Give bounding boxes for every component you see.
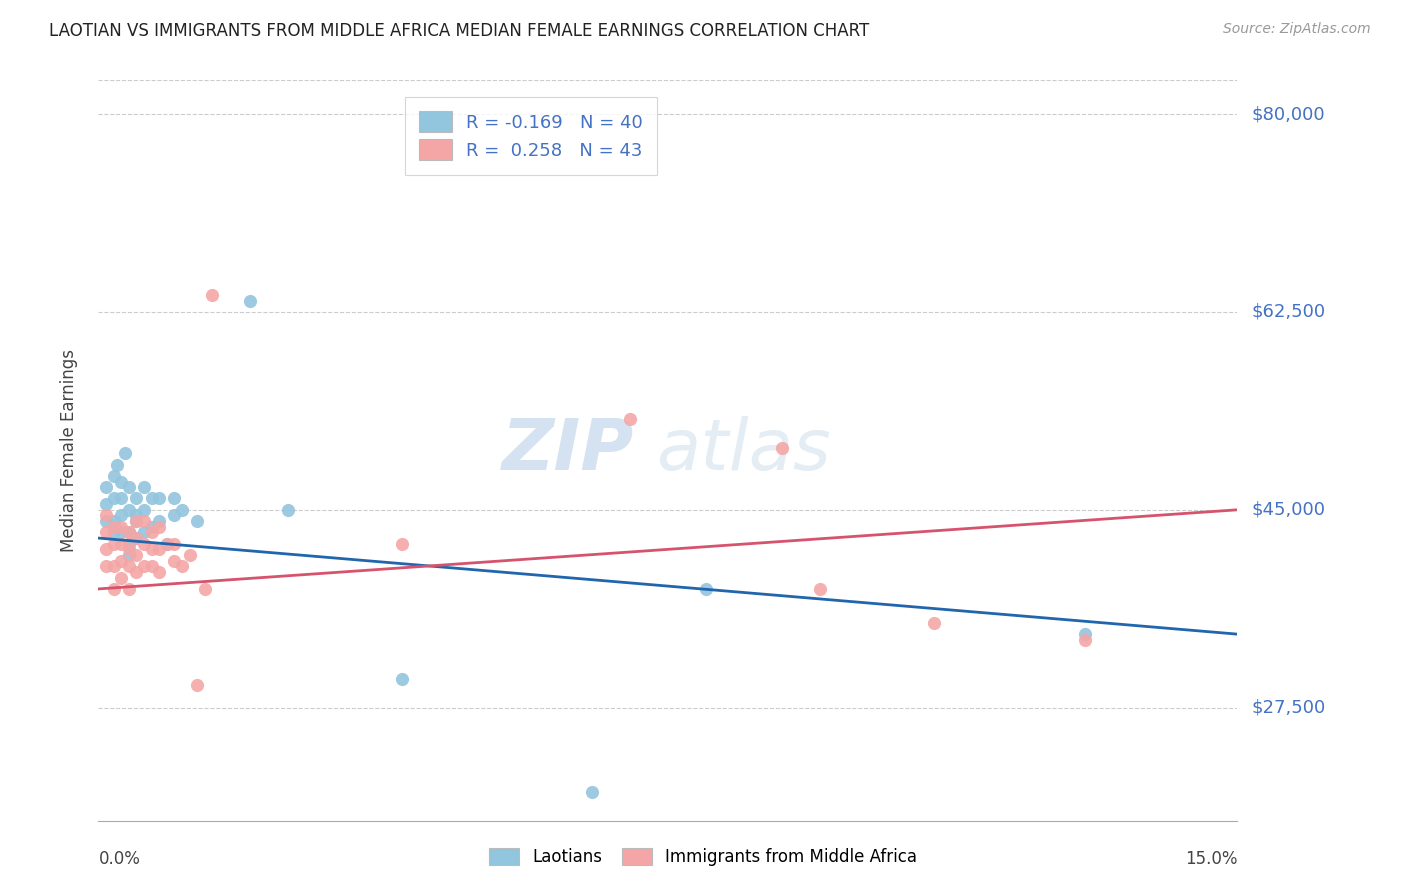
Point — [118, 542, 141, 557]
Point — [118, 525, 141, 540]
Point — [148, 542, 170, 557]
Point — [118, 537, 141, 551]
Point — [141, 520, 163, 534]
Point — [132, 537, 155, 551]
Point — [186, 514, 208, 528]
Point — [239, 293, 262, 308]
Text: ZIP: ZIP — [502, 416, 634, 485]
Legend: Laotians, Immigrants from Middle Africa: Laotians, Immigrants from Middle Africa — [481, 840, 925, 875]
Point — [186, 678, 208, 692]
Text: $27,500: $27,500 — [1251, 698, 1326, 716]
Point — [148, 491, 170, 506]
Point — [391, 537, 413, 551]
Text: atlas: atlas — [657, 416, 831, 485]
Point — [170, 559, 193, 574]
Point — [94, 525, 117, 540]
Point — [94, 508, 117, 523]
Point — [94, 480, 117, 494]
Point — [170, 503, 193, 517]
Point — [118, 582, 141, 596]
Point — [125, 548, 148, 562]
Point — [277, 503, 299, 517]
Point — [103, 559, 125, 574]
Point — [132, 503, 155, 517]
Point — [94, 514, 117, 528]
Point — [103, 582, 125, 596]
Point — [808, 582, 831, 596]
Point — [163, 491, 186, 506]
Y-axis label: Median Female Earnings: Median Female Earnings — [59, 349, 77, 552]
Point — [163, 537, 186, 551]
Point — [194, 582, 217, 596]
Text: LAOTIAN VS IMMIGRANTS FROM MIDDLE AFRICA MEDIAN FEMALE EARNINGS CORRELATION CHAR: LAOTIAN VS IMMIGRANTS FROM MIDDLE AFRICA… — [49, 22, 869, 40]
Point — [391, 673, 413, 687]
Point — [770, 441, 793, 455]
Point — [125, 491, 148, 506]
Point — [125, 565, 148, 579]
Point — [132, 480, 155, 494]
Text: 15.0%: 15.0% — [1185, 850, 1237, 868]
Point — [141, 542, 163, 557]
Point — [125, 514, 148, 528]
Point — [132, 525, 155, 540]
Point — [163, 554, 186, 568]
Point — [132, 514, 155, 528]
Point — [148, 514, 170, 528]
Point — [141, 525, 163, 540]
Text: $80,000: $80,000 — [1251, 105, 1324, 123]
Text: $45,000: $45,000 — [1251, 500, 1326, 519]
Point — [125, 531, 148, 545]
Point — [125, 531, 148, 545]
Point — [132, 559, 155, 574]
Point — [163, 508, 186, 523]
Point — [156, 537, 179, 551]
Point — [107, 458, 129, 472]
Point — [118, 548, 141, 562]
Legend: R = -0.169   N = 40, R =  0.258   N = 43: R = -0.169 N = 40, R = 0.258 N = 43 — [405, 96, 658, 175]
Point — [103, 514, 125, 528]
Point — [94, 542, 117, 557]
Point — [110, 571, 132, 585]
Point — [922, 615, 945, 630]
Point — [94, 559, 117, 574]
Point — [110, 475, 132, 489]
Point — [148, 520, 170, 534]
Point — [118, 480, 141, 494]
Point — [118, 525, 141, 540]
Point — [94, 497, 117, 511]
Point — [103, 491, 125, 506]
Point — [148, 565, 170, 579]
Point — [156, 537, 179, 551]
Point — [581, 785, 603, 799]
Text: $62,500: $62,500 — [1251, 303, 1326, 321]
Point — [141, 559, 163, 574]
Point — [125, 508, 148, 523]
Point — [114, 446, 136, 460]
Point — [103, 525, 125, 540]
Point — [118, 503, 141, 517]
Point — [141, 491, 163, 506]
Point — [118, 559, 141, 574]
Point — [1074, 632, 1097, 647]
Point — [103, 520, 125, 534]
Point — [110, 508, 132, 523]
Point — [1074, 627, 1097, 641]
Point — [110, 520, 132, 534]
Point — [201, 288, 224, 302]
Point — [110, 525, 132, 540]
Point — [110, 491, 132, 506]
Point — [103, 537, 125, 551]
Point — [103, 469, 125, 483]
Point — [179, 548, 201, 562]
Point — [125, 514, 148, 528]
Point — [110, 554, 132, 568]
Point — [619, 412, 641, 426]
Text: 0.0%: 0.0% — [98, 850, 141, 868]
Point — [695, 582, 717, 596]
Point — [110, 537, 132, 551]
Text: Source: ZipAtlas.com: Source: ZipAtlas.com — [1223, 22, 1371, 37]
